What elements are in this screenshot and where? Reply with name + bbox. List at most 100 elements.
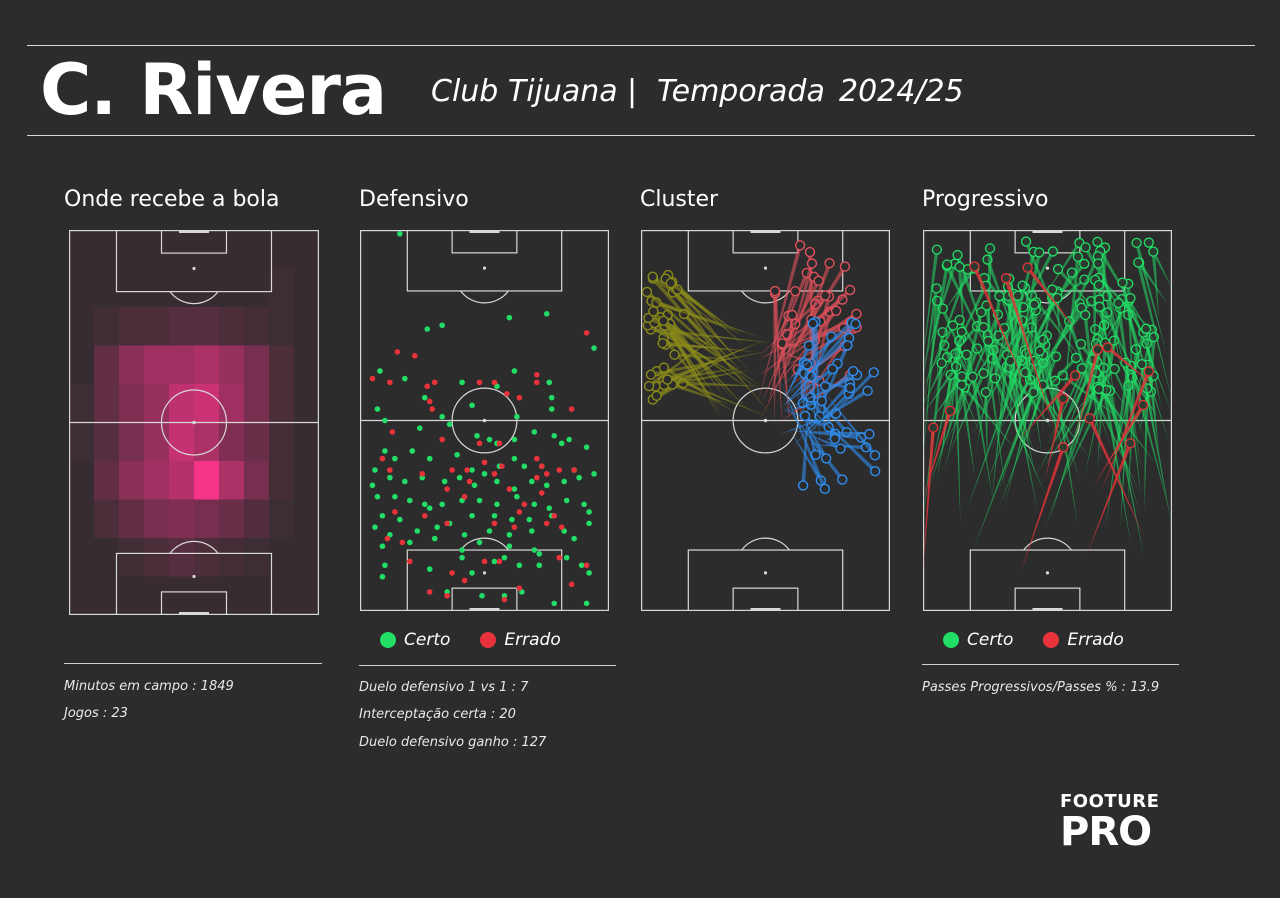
bottom-penalty-arc — [169, 540, 219, 554]
progressive-pass-origin — [1102, 342, 1113, 353]
progressive-pass-origin — [1136, 359, 1147, 370]
defensive-action-point — [387, 379, 393, 386]
defensive-action-point — [379, 573, 386, 580]
top-penalty-spot — [1045, 266, 1050, 270]
defensive-action-point — [384, 535, 391, 542]
progressive-pass-arrow — [1020, 446, 1065, 573]
cluster-arrow — [778, 321, 854, 389]
cluster-origin-point — [844, 382, 856, 394]
legend-swatch-certo — [380, 632, 396, 648]
progressive-pass-origin — [1058, 442, 1069, 453]
cluster-arrow — [824, 392, 877, 457]
defensive-action-point — [419, 471, 426, 477]
heatmap-cell — [194, 499, 220, 539]
cluster-origin-point — [862, 385, 873, 397]
heatmap-cell — [119, 538, 145, 577]
progressive-pass-arrow — [1083, 314, 1102, 463]
heatmap-cell — [94, 384, 120, 423]
heatmap-cell — [144, 538, 170, 577]
progressive-pass-arrow — [1004, 277, 1057, 435]
heatmap-cell — [194, 307, 220, 346]
defensive-action-point — [521, 463, 528, 470]
bottom-penalty-spot — [482, 571, 487, 575]
cluster-origin-point — [645, 369, 657, 380]
progressive-pass-origin — [1080, 309, 1091, 321]
defensive-action-point — [387, 467, 393, 473]
heatmap-cell — [194, 461, 220, 500]
heatmap-cell — [69, 422, 95, 462]
defensive-action-point — [543, 471, 550, 477]
progressive-pass-arrow — [923, 324, 955, 387]
stat-progressive-pct: Passes Progressivos/Passes % : 13.9 — [922, 680, 1160, 695]
heatmap-cell — [144, 384, 170, 423]
progressive-pass-origin — [1070, 370, 1081, 381]
defensive-action-point — [556, 554, 562, 561]
cluster-origin-point — [669, 349, 680, 360]
header-bottom-rule — [27, 135, 1255, 136]
defensive-action-point — [586, 570, 592, 576]
progressive-pass-arrow — [923, 410, 952, 500]
cluster-origin-point — [790, 285, 801, 297]
progressive-pass-origin — [983, 335, 994, 347]
defensive-action-point — [476, 440, 483, 447]
cluster-origin-point — [827, 363, 838, 375]
heatmap-cell — [194, 268, 220, 308]
cluster-arrow — [789, 429, 823, 482]
progressive-pass-origin — [1109, 363, 1120, 375]
cluster-title: Cluster — [640, 187, 719, 212]
cluster-origin-point — [804, 246, 816, 258]
defensive-action-point — [529, 528, 535, 534]
cluster-origin-point — [647, 271, 658, 282]
cluster-arrow — [817, 369, 855, 401]
cluster-origin-point — [868, 367, 879, 378]
cluster-arrow — [808, 383, 822, 417]
heatmap-cell — [244, 499, 270, 539]
center-circle — [451, 387, 518, 454]
progressive-pass-origin — [1133, 257, 1144, 268]
top-goal-box — [451, 230, 518, 254]
heatmap-cell — [69, 538, 95, 577]
pitch-markings — [69, 230, 319, 615]
bottom-goal-box — [1014, 587, 1081, 611]
cluster-arrow — [773, 290, 798, 358]
progressive-pass-origin — [956, 379, 967, 391]
defensive-action-point — [369, 375, 376, 382]
defensive-action-point — [387, 474, 393, 481]
cluster-origin-point — [657, 337, 668, 349]
cluster-origin-point — [829, 433, 841, 445]
heatmap-cell — [269, 538, 295, 577]
defensive-action-point — [491, 558, 498, 565]
defensive-action-point — [533, 474, 540, 481]
cluster-origin-point — [842, 340, 853, 351]
defensive-action-point — [551, 512, 558, 519]
cluster-arrow — [806, 433, 842, 451]
top-penalty-arc — [741, 290, 790, 304]
cluster-arrow — [669, 281, 741, 336]
defensive-action-point — [511, 436, 518, 443]
top-rule — [27, 45, 1255, 46]
defensive-action-point — [469, 467, 475, 473]
defensive-action-point — [426, 398, 433, 405]
progressive-pass-origin — [1070, 352, 1082, 364]
center-circle — [732, 387, 799, 454]
heatmap-cell — [244, 268, 270, 308]
defensive-action-point — [491, 379, 498, 386]
progressive-pass-origin — [1093, 383, 1105, 395]
defensive-action-point — [556, 467, 562, 473]
heatmap-cell — [219, 461, 245, 500]
heatmap-title: Onde recebe a bola — [64, 187, 280, 212]
progressive-pass-origin — [1052, 292, 1063, 304]
heatmap-cell — [69, 307, 95, 346]
defensive-action-point — [491, 520, 498, 527]
progressive-pass-origin — [1140, 323, 1152, 334]
defensive-action-point — [491, 512, 498, 519]
progressive-pass-origin — [952, 249, 963, 261]
heatmap-cell — [119, 576, 145, 615]
cluster-arrow — [666, 339, 769, 382]
progressive-pass-origin — [978, 322, 989, 333]
defensive-action-point — [374, 406, 381, 412]
progressive-pass-origin — [1080, 242, 1091, 253]
heatmap-cell — [69, 345, 95, 385]
cluster-origin-point — [813, 275, 824, 286]
defensive-action-point — [372, 467, 378, 473]
